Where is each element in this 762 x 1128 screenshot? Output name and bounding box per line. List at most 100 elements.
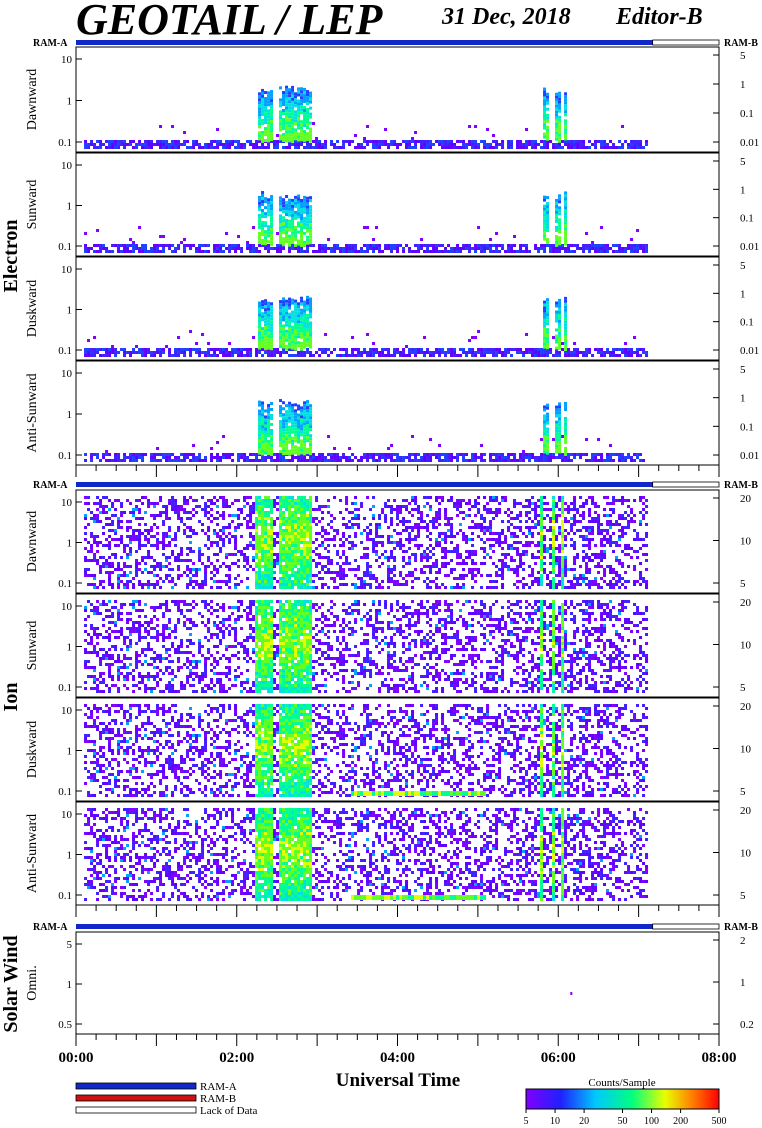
heat-cell [261, 416, 265, 420]
heat-cell [282, 342, 286, 346]
heat-cell [279, 459, 283, 462]
heat-cell [216, 441, 220, 444]
heat-cell [309, 505, 313, 508]
heat-cell [297, 221, 301, 225]
heat-cell [303, 112, 307, 116]
heat-cell [312, 244, 316, 247]
heat-cell [426, 583, 430, 586]
heat-cell [489, 511, 493, 514]
heat-cell [132, 456, 136, 459]
heat-cell [114, 140, 118, 143]
heat-cell [558, 139, 562, 143]
heat-cell [297, 135, 301, 139]
heat-cell [258, 116, 262, 120]
heat-cell [258, 325, 262, 329]
heat-cell [111, 140, 115, 143]
heat-cell [279, 583, 283, 586]
heat-cell [129, 140, 133, 143]
heat-cell [324, 143, 328, 146]
heat-cell [390, 580, 394, 583]
heat-cell [216, 499, 220, 502]
heat-cell [186, 526, 190, 529]
heat-cell [279, 435, 283, 439]
heat-cell [246, 562, 250, 565]
heat-cell [558, 426, 562, 430]
heat-cell [558, 236, 562, 240]
heat-cell [264, 529, 268, 532]
heat-cell [300, 219, 304, 223]
heat-cell [291, 127, 295, 131]
heat-cell [291, 240, 295, 244]
heat-cell [294, 430, 298, 434]
heat-cell [267, 407, 271, 411]
heat-cell [303, 532, 307, 535]
heat-cell [324, 529, 328, 532]
heat-cell [465, 541, 469, 544]
heat-cell [117, 580, 121, 583]
heat-cell [555, 98, 559, 102]
heat-cell [297, 452, 301, 456]
heat-cell [93, 541, 97, 544]
heat-cell [99, 568, 103, 571]
heat-cell [510, 354, 514, 357]
heat-cell [300, 228, 304, 232]
heat-cell [582, 140, 586, 143]
heat-cell [147, 538, 151, 541]
heat-cell [501, 571, 505, 574]
heat-cell [300, 351, 304, 354]
heat-cell [459, 247, 463, 250]
heat-cell [246, 520, 250, 523]
heat-cell [165, 505, 169, 508]
heat-cell [213, 529, 217, 532]
heat-cell [306, 301, 310, 305]
heat-cell [465, 146, 469, 149]
heat-cell [267, 310, 271, 314]
heat-cell [288, 339, 292, 343]
heat-cell [147, 553, 151, 556]
heat-cell [240, 580, 244, 583]
heat-cell [258, 234, 262, 238]
heat-cell [93, 559, 97, 562]
heat-cell [108, 562, 112, 565]
heat-cell [270, 323, 274, 327]
heat-cell [261, 553, 265, 556]
heat-cell [267, 577, 271, 580]
heat-cell [288, 207, 292, 211]
heat-cell [291, 334, 295, 338]
heat-cell [111, 565, 115, 568]
heat-cell [393, 559, 397, 562]
heat-cell [303, 568, 307, 571]
heat-cell [555, 447, 559, 451]
heat-cell [258, 436, 262, 440]
heat-cell [294, 403, 298, 407]
heat-cell [267, 334, 271, 338]
heat-cell [309, 502, 313, 505]
heat-cell [237, 456, 241, 459]
heat-cell [303, 198, 307, 202]
heat-cell [249, 544, 253, 547]
heat-cell [222, 496, 226, 499]
heat-cell [234, 583, 238, 586]
heat-cell [177, 517, 181, 520]
heat-cell [525, 250, 529, 253]
heat-cell [495, 232, 499, 235]
heat-cell [471, 577, 475, 580]
heat-cell [507, 143, 511, 146]
heat-cell [342, 456, 346, 459]
heat-cell [564, 332, 568, 336]
heat-cell [120, 541, 124, 544]
heat-cell [135, 244, 139, 247]
heat-cell [288, 118, 292, 122]
heat-cell [216, 354, 220, 357]
heat-cell [201, 146, 205, 149]
heat-cell [261, 239, 265, 243]
heat-cell [444, 586, 448, 589]
heat-cell [111, 244, 115, 247]
heat-cell [471, 562, 475, 565]
heat-cell [333, 453, 337, 456]
heat-cell [417, 544, 421, 547]
heat-cell [315, 532, 319, 535]
heat-cell [309, 580, 313, 583]
heat-cell [117, 499, 121, 502]
